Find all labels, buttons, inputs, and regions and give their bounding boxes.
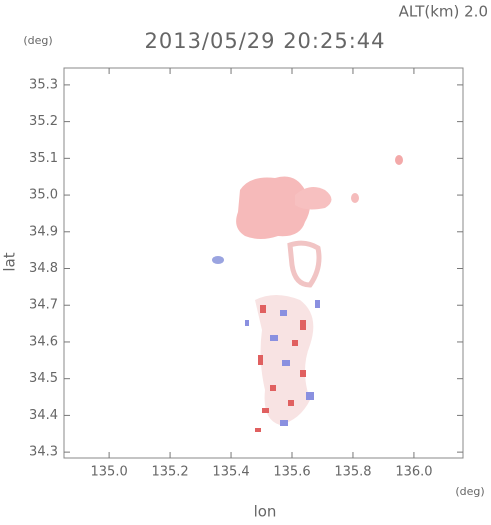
echo (295, 186, 332, 210)
x-unit: (deg) (455, 485, 484, 498)
echo-speckles (245, 300, 320, 432)
x-tick-label: 135.0 (91, 465, 128, 480)
y-tick-label: 34.6 (29, 334, 58, 349)
x-tick-label: 135.2 (151, 465, 188, 480)
y-unit: (deg) (23, 34, 52, 47)
y-tick-label: 34.3 (29, 445, 58, 460)
echo (395, 155, 403, 165)
y-tick-label: 34.9 (29, 224, 58, 239)
x-tick-label: 135.6 (273, 465, 310, 480)
x-axis-label: lon (254, 503, 277, 521)
y-tick-label: 35.1 (29, 151, 58, 166)
y-tick-label: 34.4 (29, 408, 58, 423)
y-tick-label: 35.2 (29, 114, 58, 129)
x-tick-label: 135.4 (212, 465, 249, 480)
chart-title: 2013/05/29 20:25:44 (144, 29, 385, 53)
echo (287, 240, 322, 288)
y-tick-label: 35.3 (29, 77, 58, 92)
plot-frame (63, 67, 464, 459)
y-axis-label: lat (1, 252, 19, 271)
y-tick-label: 34.7 (29, 298, 58, 313)
y-tick-label: 35.0 (29, 188, 58, 203)
echo (236, 176, 310, 239)
x-tick-label: 135.8 (334, 465, 371, 480)
y-tick-label: 34.5 (29, 371, 58, 386)
x-tick-label: 136.0 (395, 465, 432, 480)
echo (351, 193, 359, 203)
y-tick-label: 34.8 (29, 261, 58, 276)
echo (212, 256, 224, 264)
altitude-label: ALT(km) 2.0 (399, 3, 488, 21)
radar-echoes (212, 155, 403, 432)
